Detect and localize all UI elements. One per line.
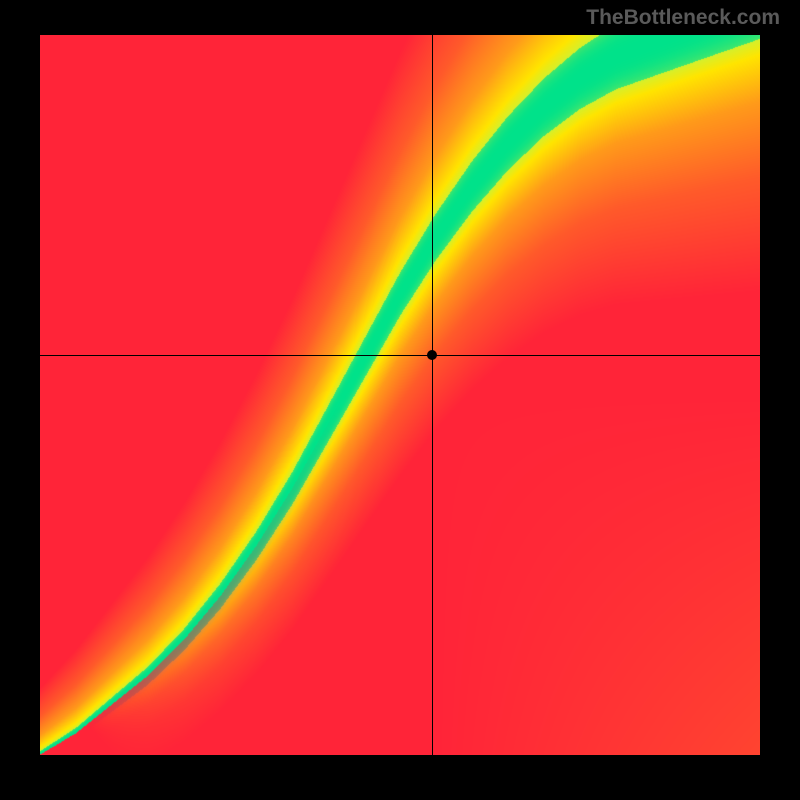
heatmap-canvas [40, 35, 760, 755]
crosshair-horizontal [40, 355, 760, 356]
heatmap-plot-area [40, 35, 760, 755]
watermark-text: TheBottleneck.com [586, 6, 780, 30]
crosshair-vertical [432, 35, 433, 755]
crosshair-marker [427, 350, 437, 360]
